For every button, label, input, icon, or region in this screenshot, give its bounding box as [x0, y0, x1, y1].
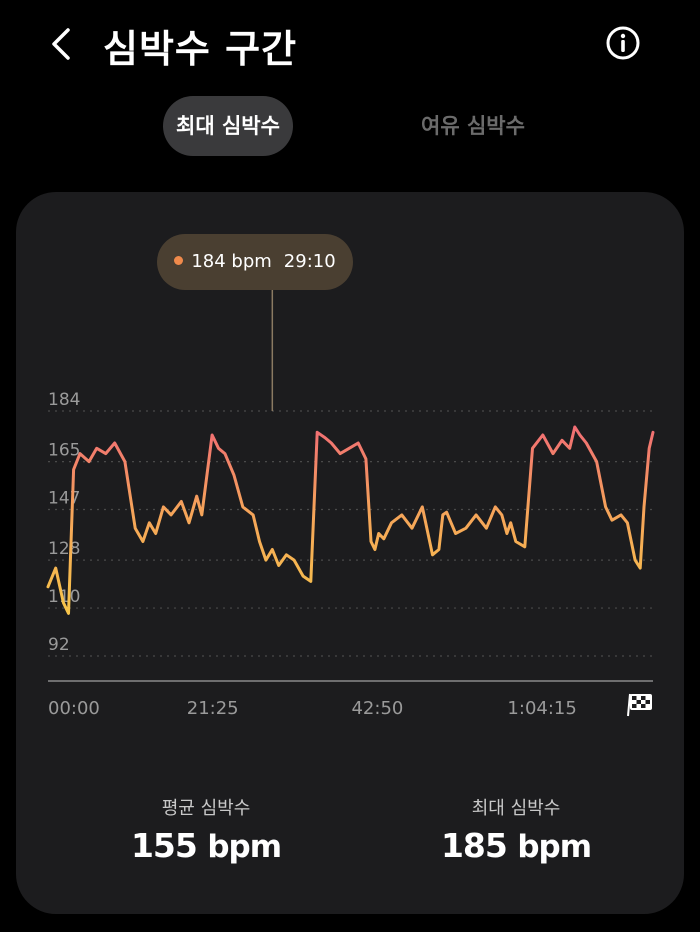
x-tick-label: 00:00 [48, 698, 100, 719]
tab-max-heart-rate[interactable]: 최대 심박수 [163, 96, 293, 156]
value-tooltip: 184 bpm 29:10 [157, 234, 353, 290]
y-tick-label: 165 [48, 441, 80, 461]
series-dot-icon [174, 255, 184, 265]
max-heart-rate-unit: bpm [517, 829, 592, 865]
info-icon[interactable] [604, 24, 642, 62]
y-tick-label: 184 [48, 390, 80, 410]
tab-bar: 최대 심박수 여유 심박수 [0, 96, 700, 158]
tooltip-time: 29:10 [283, 251, 336, 272]
series-line [46, 425, 655, 615]
avg-heart-rate-unit: bpm [207, 829, 282, 865]
finish-flag-icon [627, 693, 652, 717]
avg-heart-rate-label: 평균 심박수 [161, 798, 251, 819]
y-tick-label: 110 [48, 587, 80, 607]
max-heart-rate-value-row: 185 bpm [366, 826, 666, 865]
header: 심박수 구간 [0, 0, 700, 90]
avg-heart-rate-value: 155 [130, 826, 198, 865]
page-title: 심박수 구간 [103, 27, 298, 71]
y-tick-label: 147 [48, 489, 80, 509]
x-tick-label: 42:50 [351, 698, 403, 719]
y-tick-label: 92 [48, 635, 70, 655]
x-tick-label: 21:25 [187, 698, 239, 719]
avg-heart-rate-value-row: 155 bpm [56, 826, 356, 865]
heart-rate-chart: 184 165 147 128 110 92 00:00 21:25 42:50 1:04:15 [46, 290, 655, 719]
x-tick-label: 1:04:15 [507, 698, 576, 719]
avg-heart-rate-stat: 평균 심박수 155 bpm [56, 794, 356, 865]
y-tick-label: 128 [48, 539, 80, 559]
max-heart-rate-stat: 최대 심박수 185 bpm [366, 794, 666, 865]
tooltip-bpm: 184 bpm [191, 251, 272, 272]
back-arrow-icon[interactable] [44, 22, 84, 66]
max-heart-rate-label: 최대 심박수 [471, 798, 561, 819]
max-heart-rate-value: 185 [440, 826, 508, 865]
chart-card: 184 165 147 128 110 92 00:00 21:25 42:50 1:04:15… [16, 192, 684, 914]
tab-heart-rate-reserve[interactable]: 여유 심박수 [421, 114, 525, 138]
